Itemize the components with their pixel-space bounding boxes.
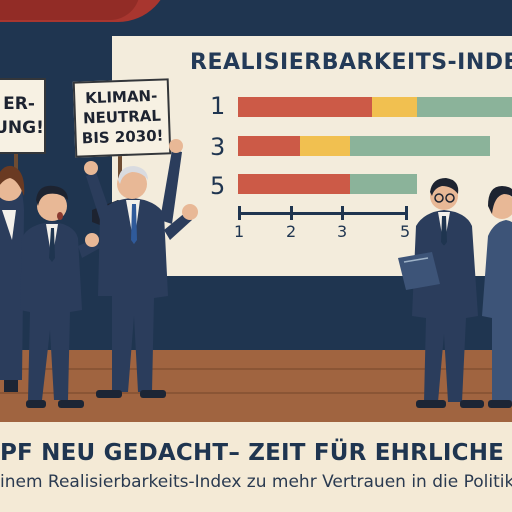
caption-headline: PF NEU GEDACHT– ZEIT FÜR EHRLICHE VERSPR…: [0, 440, 512, 466]
chart-bar: [238, 136, 490, 156]
chart-x-tick-label: 2: [286, 222, 297, 241]
chart-bar-segment: [238, 97, 372, 117]
person-man-shouting: [20, 185, 100, 408]
chart-row-label: 3: [210, 133, 226, 161]
chart-x-tick-label: 5: [400, 222, 411, 241]
chart-x-tick: [341, 206, 344, 220]
chart-bar-segment: [350, 174, 417, 194]
chart-row-label: 5: [210, 172, 226, 200]
chart-x-tick: [238, 206, 241, 220]
chart-bar-segment: [417, 97, 512, 117]
sign-line: ER-: [3, 94, 35, 114]
chart-bar-segment: [238, 136, 300, 156]
floor-board-line: [0, 392, 512, 394]
chart-title: REALISIERBARKEITS-INDEX: [190, 50, 512, 75]
chart-bar-segment: [372, 97, 417, 117]
sign-line: UNG!: [0, 118, 44, 138]
person-man-clipboard: [398, 178, 484, 408]
caption-subline: inem Realisierbarkeits-Index zu mehr Ver…: [0, 472, 512, 492]
chart-bar-segment: [238, 174, 350, 194]
chart-bar-segment: [350, 136, 490, 156]
chart-x-axis: [238, 212, 408, 215]
sign-stick: [118, 152, 122, 180]
chart-bar: [238, 174, 417, 194]
person-woman-left: [0, 165, 25, 392]
people-illustration: [0, 139, 512, 408]
chart-row-label: 1: [210, 92, 226, 120]
person-woman-right: [482, 186, 512, 408]
curtain-fold: [0, 0, 140, 20]
chart-x-tick-label: 3: [337, 222, 348, 241]
chart-x-tick-label: 1: [234, 222, 245, 241]
protest-sign-left: ER- UNG!: [0, 78, 46, 154]
floor-board-line: [0, 368, 512, 370]
person-man-raised-arms: [84, 139, 198, 398]
chart-bar-segment: [300, 136, 350, 156]
chart-x-tick: [405, 206, 408, 220]
chart-bar: [238, 97, 512, 117]
chart-x-tick: [290, 206, 293, 220]
